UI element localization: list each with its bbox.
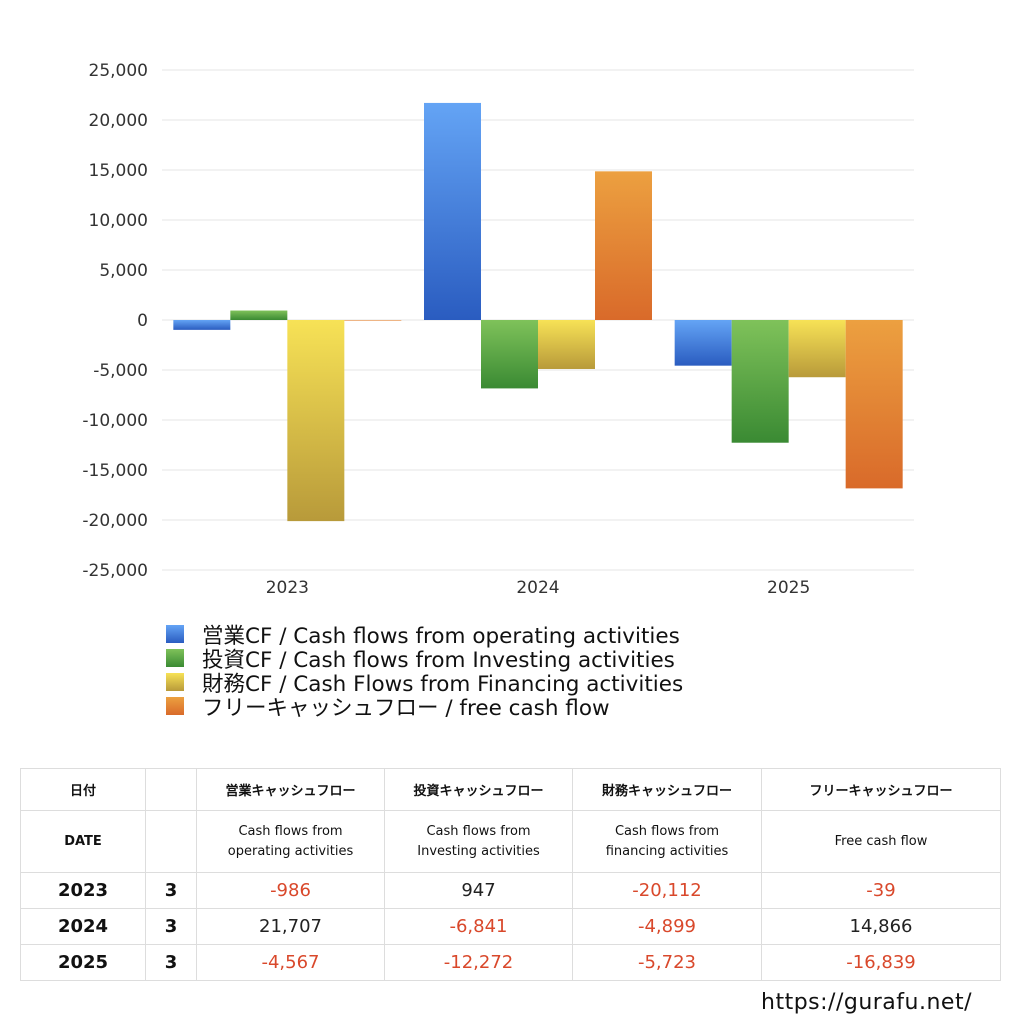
site-url[interactable]: https://gurafu.net/ xyxy=(761,990,972,1015)
table-row: 2023 3 -986 947 -20,112 -39 xyxy=(20,872,1001,909)
legend-item-investing: 投資CF / Cash flows from Investing activit… xyxy=(166,646,683,673)
y-tick-label: 25,000 xyxy=(89,61,148,81)
bar-2023-series-3 xyxy=(344,320,402,321)
legend-swatch-financing xyxy=(166,673,184,691)
cash-flow-bar-chart: 25,000 20,000 15,000 10,000 5,000 0 -5,000 -10,… xyxy=(82,61,914,598)
legend-label-investing: 投資CF / Cash flows from Investing activit… xyxy=(202,647,675,673)
table-row: 2025 3 -4,567 -12,272 -5,723 -16,839 xyxy=(20,944,1001,981)
table-header-row-ja: 日付 営業キャッシュフロー 投資キャッシュフロー 財務キャッシュフロー フリーキ… xyxy=(20,768,1001,811)
row-month: 3 xyxy=(145,908,197,945)
header-date-ja: 日付 xyxy=(20,768,146,811)
x-tick-label: 2024 xyxy=(516,578,559,598)
y-tick-label: 15,000 xyxy=(89,161,148,181)
bar-2024-series-2 xyxy=(538,320,595,369)
row-operating: 21,707 xyxy=(196,908,385,945)
bar-2025-series-2 xyxy=(788,320,846,378)
legend-swatch-operating xyxy=(166,625,184,643)
bar-2025-series-0 xyxy=(674,320,732,366)
bar-2023-series-2 xyxy=(287,320,345,522)
legend-swatch-free xyxy=(166,697,184,715)
legend-swatch-investing xyxy=(166,649,184,667)
legend-label-financing: 財務CF / Cash Flows from Financing activit… xyxy=(202,671,684,697)
bar-2025-series-3 xyxy=(845,320,903,489)
row-year: 2024 xyxy=(20,908,146,945)
header-investing-en: Cash flows from Investing activities xyxy=(384,810,573,873)
header-financing-en: Cash flows from financing activities xyxy=(572,810,762,873)
legend-label-free: フリーキャッシュフロー / free cash flow xyxy=(202,695,610,721)
row-free: -16,839 xyxy=(761,944,1001,981)
row-operating: -986 xyxy=(196,872,385,909)
x-tick-label: 2025 xyxy=(767,578,810,598)
y-tick-label: -25,000 xyxy=(82,561,148,581)
bars xyxy=(173,102,903,522)
row-investing: 947 xyxy=(384,872,573,909)
x-tick-label: 2023 xyxy=(266,578,309,598)
legend-item-operating: 営業CF / Cash flows from operating activit… xyxy=(166,622,683,649)
bar-2024-series-3 xyxy=(595,171,652,320)
row-financing: -20,112 xyxy=(572,872,762,909)
row-month: 3 xyxy=(145,872,197,909)
legend-item-financing: 財務CF / Cash Flows from Financing activit… xyxy=(166,670,683,697)
row-investing: -6,841 xyxy=(384,908,573,945)
header-operating-en: Cash flows from operating activities xyxy=(196,810,385,873)
y-tick-label: 0 xyxy=(137,311,148,331)
x-axis-ticks: 2023 2024 2025 xyxy=(266,578,811,598)
header-financing-ja: 財務キャッシュフロー xyxy=(572,768,762,811)
header-date-en: DATE xyxy=(20,810,146,873)
header-investing-ja: 投資キャッシュフロー xyxy=(384,768,573,811)
row-financing: -4,899 xyxy=(572,908,762,945)
table-header-row-en: DATE Cash flows from operating activitie… xyxy=(20,810,1001,873)
cash-flow-table: 日付 営業キャッシュフロー 投資キャッシュフロー 財務キャッシュフロー フリーキ… xyxy=(20,768,1001,981)
bar-2024-series-1 xyxy=(481,320,538,389)
bar-2023-series-1 xyxy=(230,310,288,320)
row-year: 2023 xyxy=(20,872,146,909)
row-free: 14,866 xyxy=(761,908,1001,945)
legend-label-operating: 営業CF / Cash flows from operating activit… xyxy=(202,623,680,649)
row-investing: -12,272 xyxy=(384,944,573,981)
header-free-en: Free cash flow xyxy=(761,810,1001,873)
y-tick-label: -5,000 xyxy=(93,361,148,381)
y-tick-label: 20,000 xyxy=(89,111,148,131)
header-operating-ja: 営業キャッシュフロー xyxy=(196,768,385,811)
chart-legend: 営業CF / Cash flows from operating activit… xyxy=(166,622,683,721)
row-month: 3 xyxy=(145,944,197,981)
y-tick-label: -15,000 xyxy=(82,461,148,481)
y-tick-label: -10,000 xyxy=(82,411,148,431)
table-row: 2024 3 21,707 -6,841 -4,899 14,866 xyxy=(20,908,1001,945)
bar-2025-series-1 xyxy=(731,320,789,443)
header-free-ja: フリーキャッシュフロー xyxy=(761,768,1001,811)
legend-item-free: フリーキャッシュフロー / free cash flow xyxy=(166,694,683,721)
y-tick-label: 5,000 xyxy=(99,261,148,281)
header-month-en xyxy=(145,810,197,873)
y-tick-label: 10,000 xyxy=(89,211,148,231)
row-financing: -5,723 xyxy=(572,944,762,981)
y-tick-label: -20,000 xyxy=(82,511,148,531)
bar-2024-series-0 xyxy=(424,102,481,321)
row-free: -39 xyxy=(761,872,1001,909)
y-axis-ticks: 25,000 20,000 15,000 10,000 5,000 0 -5,000 -10,… xyxy=(82,61,148,581)
row-operating: -4,567 xyxy=(196,944,385,981)
row-year: 2025 xyxy=(20,944,146,981)
header-month-ja xyxy=(145,768,197,811)
bar-2023-series-0 xyxy=(173,320,231,330)
